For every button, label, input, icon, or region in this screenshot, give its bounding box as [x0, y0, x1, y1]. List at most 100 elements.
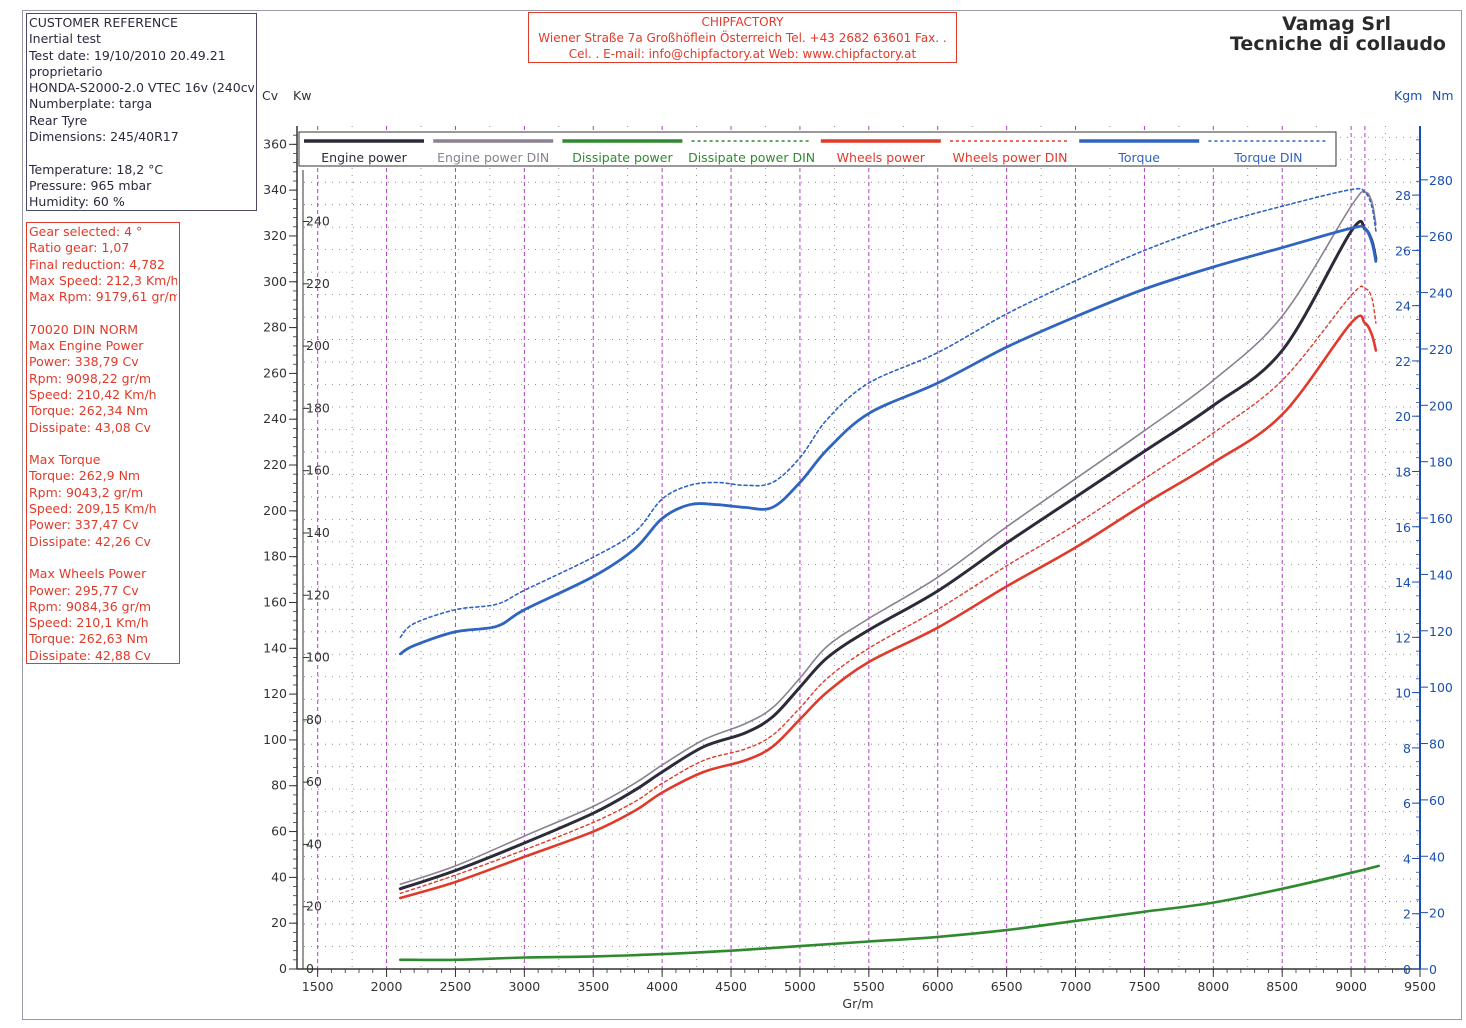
x-tick-label: 1500: [302, 979, 334, 994]
cv-tick-label: 140: [263, 640, 287, 655]
kgm-tick-label: 12: [1395, 630, 1411, 645]
nm-tick-label: 60: [1429, 793, 1445, 808]
x-tick-label: 9500: [1404, 979, 1436, 994]
cv-tick-label: 200: [263, 503, 287, 518]
cv-tick-label: 40: [271, 869, 287, 884]
kw-tick-label: 160: [306, 463, 330, 478]
x-tick-label: 2000: [371, 979, 403, 994]
nm-tick-label: 100: [1429, 680, 1453, 695]
kgm-tick-label: 2: [1403, 907, 1411, 922]
result-info-line: 70020 DIN NORM: [29, 321, 139, 337]
x-tick-label: 9000: [1335, 979, 1367, 994]
result-info-line: Max Engine Power: [29, 338, 144, 354]
kgm-tick-label: 14: [1395, 575, 1411, 590]
legend-label: Dissipate power DIN: [688, 150, 815, 165]
kgm-tick-label: 26: [1395, 243, 1411, 258]
cv-tick-label: 20: [271, 915, 287, 930]
result-info-line: Speed: 210,1 Km/h: [29, 615, 149, 631]
kgm-tick-label: 24: [1395, 299, 1411, 314]
cv-axis-label: Cv: [262, 88, 279, 103]
kw-tick-label: 80: [306, 712, 322, 727]
kgm-tick-label: 22: [1395, 354, 1411, 369]
x-tick-label: 2500: [440, 979, 472, 994]
nm-tick-label: 260: [1429, 229, 1453, 244]
kgm-tick-label: 6: [1403, 796, 1411, 811]
x-tick-label: 3000: [508, 979, 540, 994]
series-line-torque: [398, 224, 1378, 656]
legend-label: Torque: [1117, 150, 1160, 165]
x-axis-title: Gr/m: [842, 996, 873, 1011]
x-tick-label: 5000: [784, 979, 816, 994]
x-tick-label: 7500: [1129, 979, 1161, 994]
vamag-title: Vamag Srl: [1282, 13, 1391, 35]
nm-tick-label: 0: [1429, 962, 1437, 977]
series-line-dissipate-power: [399, 864, 1380, 962]
customer-info-line: proprietario: [29, 63, 103, 79]
nm-tick-label: 120: [1429, 624, 1453, 639]
kw-tick-label: 240: [306, 214, 330, 229]
result-info-line: Dissipate: 42,88 Cv: [29, 647, 151, 663]
x-tick-label: 6000: [922, 979, 954, 994]
nm-axis-label: Nm: [1432, 88, 1454, 103]
legend-label: Wheels power DIN: [953, 150, 1068, 165]
kgm-tick-label: 28: [1395, 188, 1411, 203]
result-info-line: Rpm: 9098,22 gr/m: [29, 370, 152, 386]
kw-tick-label: 0: [306, 961, 314, 976]
kw-axis-label: Kw: [293, 88, 311, 103]
page-frame: [22, 10, 1462, 1020]
legend-box: [298, 131, 1337, 167]
kgm-tick-label: 4: [1403, 851, 1411, 866]
nm-tick-label: 80: [1429, 737, 1445, 752]
result-info-line: Rpm: 9084,36 gr/m: [29, 598, 152, 614]
result-info-line: Final reduction: 4,782: [29, 256, 165, 272]
result-info-line: Speed: 209,15 Km/h: [29, 501, 157, 517]
kw-tick-label: 20: [306, 899, 322, 914]
nm-tick-label: 40: [1429, 849, 1445, 864]
company-info-line: Cel. . E-mail: info@chipfactory.at Web: …: [568, 47, 917, 61]
result-info-line: Max Speed: 212,3 Km/h: [29, 272, 177, 288]
x-tick-label: 7000: [1060, 979, 1092, 994]
result-info-line: Power: 337,47 Cv: [29, 517, 139, 533]
kgm-tick-label: 16: [1395, 520, 1411, 535]
kw-tick-label: 200: [306, 338, 330, 353]
cv-tick-label: 0: [279, 961, 287, 976]
result-info-line: Speed: 210,42 Km/h: [29, 386, 157, 402]
cv-tick-label: 60: [271, 824, 287, 839]
kw-tick-label: 120: [306, 587, 330, 602]
kgm-axis-label: Kgm: [1394, 88, 1422, 103]
cv-tick-label: 280: [263, 320, 287, 335]
legend-label: Torque DIN: [1233, 150, 1302, 165]
series-line-wheels-power-din: [399, 285, 1377, 895]
kgm-tick-label: 18: [1395, 464, 1411, 479]
cv-tick-label: 160: [263, 594, 287, 609]
series-line-engine-power: [398, 219, 1378, 891]
legend-label: Engine power: [321, 150, 407, 165]
kw-tick-label: 100: [306, 650, 330, 665]
cv-tick-label: 340: [263, 182, 287, 197]
x-tick-label: 6500: [991, 979, 1023, 994]
customer-info-line: Pressure: 965 mbar: [29, 177, 152, 193]
x-tick-label: 3500: [577, 979, 609, 994]
customer-info-line: Dimensions: 245/40R17: [29, 129, 179, 145]
kgm-tick-label: 10: [1395, 686, 1411, 701]
cv-tick-label: 220: [263, 457, 287, 472]
cv-tick-label: 300: [263, 274, 287, 289]
kw-tick-label: 180: [306, 400, 330, 415]
result-info-line: Dissipate: 42,26 Cv: [29, 533, 151, 549]
nm-tick-label: 140: [1429, 567, 1453, 582]
result-info-line: Torque: 262,34 Nm: [29, 403, 149, 419]
result-info-line: Power: 295,77 Cv: [29, 582, 139, 598]
customer-reference-box: CUSTOMER REFERENCE Inertial test Test date…: [26, 13, 257, 211]
cv-tick-label: 180: [263, 549, 287, 564]
legend-label: Wheels power: [837, 150, 926, 165]
result-info-line: Gear selected: 4 °: [29, 224, 143, 239]
vamag-header: Vamag Srl Tecniche di collaudo: [1230, 14, 1446, 54]
result-info-line: Torque: 262,9 Nm: [29, 468, 141, 484]
kgm-tick-label: 20: [1395, 409, 1411, 424]
kw-tick-label: 40: [306, 836, 322, 851]
cv-tick-label: 240: [263, 411, 287, 426]
cv-tick-label: 320: [263, 228, 287, 243]
legend-label: Dissipate power: [572, 150, 673, 165]
customer-info-line: Test date: 19/10/2010 20.49.21: [29, 47, 226, 63]
